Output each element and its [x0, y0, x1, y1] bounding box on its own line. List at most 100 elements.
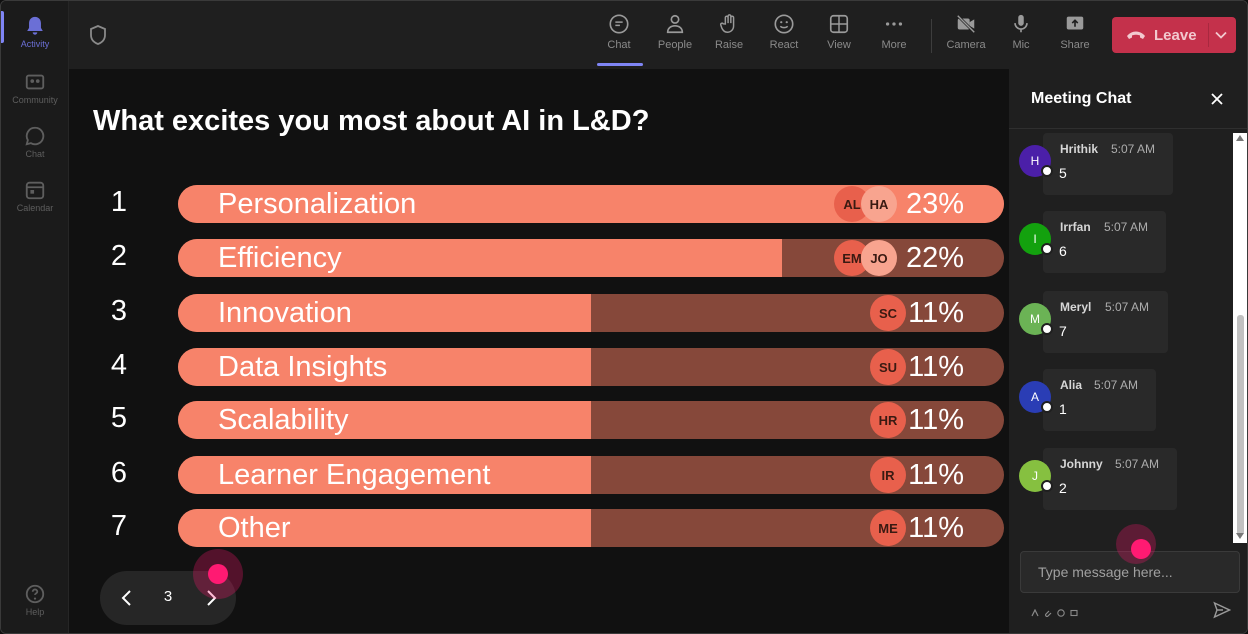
option-label: Scalability	[218, 404, 349, 436]
meeting-chat-panel: Meeting Chat Hrithik 5:07 AM 5 H Irrfan 5:07 …	[1009, 69, 1247, 633]
help-icon	[25, 584, 45, 604]
message-time: 5:07 AM	[1104, 220, 1149, 234]
chat-message-input[interactable]: Type message here...	[1020, 551, 1240, 593]
avatar[interactable]: H	[1019, 145, 1053, 177]
rail-item-community[interactable]: Community	[1, 63, 69, 115]
toolbar-people-button[interactable]: People	[649, 11, 701, 63]
message-time: 5:07 AM	[1115, 457, 1160, 471]
compose-toolbar	[1031, 604, 1078, 617]
avatar-initial: M	[1030, 312, 1040, 326]
send-icon[interactable]	[1213, 601, 1231, 619]
poll-option-bar[interactable]: Other ME 11%	[178, 509, 1004, 547]
chat-message[interactable]: Hrithik 5:07 AM 5	[1043, 133, 1173, 195]
option-number: 6	[110, 457, 128, 489]
toolbar-react-button[interactable]: React	[758, 11, 810, 63]
scroll-down-icon[interactable]	[1236, 533, 1244, 539]
toolbar-camera-button[interactable]: Camera	[940, 11, 992, 63]
chat-message[interactable]: Meryl 5:07 AM 7	[1043, 291, 1168, 353]
poll-option-bar[interactable]: Personalization AL HA 23%	[178, 185, 1004, 223]
presence-status-icon	[1041, 243, 1053, 255]
avatar[interactable]: A	[1019, 381, 1053, 413]
more-icon	[885, 22, 903, 26]
page-number: 3	[163, 588, 173, 605]
leave-button[interactable]: Leave	[1112, 17, 1236, 53]
message-text: 1	[1059, 401, 1067, 417]
option-number: 4	[110, 349, 128, 381]
attach-icon[interactable]	[1044, 604, 1052, 617]
rail-active-indicator	[1, 11, 4, 43]
chat-scroll-thumb[interactable]	[1237, 315, 1244, 535]
rail-label: Help	[25, 607, 45, 617]
chat-header: Meeting Chat	[1009, 69, 1247, 129]
pointer-highlight	[1116, 524, 1156, 564]
poll-option-bar[interactable]: Innovation SC 11%	[178, 294, 1004, 332]
share-icon	[1066, 16, 1084, 30]
chat-message[interactable]: Johnny 5:07 AM 2	[1043, 448, 1177, 510]
camera-off-icon	[956, 14, 976, 34]
option-label: Learner Engagement	[218, 459, 491, 491]
gif-icon[interactable]	[1070, 604, 1078, 617]
poll-option-bar[interactable]: Scalability HR 11%	[178, 401, 1004, 439]
option-fill	[178, 456, 591, 494]
poll-option-bar[interactable]: Efficiency EM JO 22%	[178, 239, 1004, 277]
poll-question: What excites you most about AI in L&D?	[93, 105, 650, 137]
chevron-down-icon[interactable]	[1214, 28, 1228, 42]
react-icon	[774, 14, 794, 34]
chat-message[interactable]: Irrfan 5:07 AM 6	[1043, 211, 1166, 273]
raise-hand-icon	[720, 14, 735, 33]
avatar-initial: H	[1030, 154, 1040, 168]
rail-item-calendar[interactable]: Calendar	[1, 171, 69, 223]
option-label: Other	[218, 512, 291, 544]
rail-label: Chat	[25, 149, 45, 159]
chat-title: Meeting Chat	[1031, 90, 1132, 107]
chat-message[interactable]: Alia 5:07 AM 1	[1043, 369, 1156, 431]
pointer-highlight	[193, 549, 243, 599]
toolbar-mic-button[interactable]: Mic	[995, 11, 1047, 63]
option-fill	[178, 509, 591, 547]
hang-up-icon	[1127, 31, 1145, 39]
shield-icon[interactable]	[89, 25, 107, 45]
people-icon	[666, 14, 684, 34]
message-time: 5:07 AM	[1111, 142, 1156, 156]
chevron-right-icon[interactable]	[200, 587, 222, 609]
avatar[interactable]: I	[1019, 223, 1053, 255]
mic-icon	[1014, 14, 1028, 33]
chevron-left-icon[interactable]	[116, 587, 138, 609]
option-fill	[178, 294, 591, 332]
toolbar-share-button[interactable]: Share	[1049, 11, 1101, 63]
presence-status-icon	[1041, 165, 1053, 177]
poll-stage: What excites you most about AI in L&D? 1…	[69, 69, 1009, 633]
toolbar-label: View	[827, 39, 851, 51]
voter-avatar: SC	[870, 295, 906, 331]
poll-option-bar[interactable]: Data Insights SU 11%	[178, 348, 1004, 386]
rail-label: Calendar	[16, 203, 54, 213]
toolbar-view-button[interactable]: View	[813, 11, 865, 63]
message-author: Alia	[1060, 378, 1083, 392]
message-author: Hrithik	[1060, 142, 1099, 156]
avatar[interactable]: M	[1019, 303, 1053, 335]
rail-item-activity[interactable]: Activity	[1, 7, 69, 59]
close-icon[interactable]	[1209, 91, 1225, 107]
toolbar-label: Raise	[714, 39, 744, 51]
chat-bubble-icon	[609, 14, 629, 34]
rail-item-chat[interactable]: Chat	[1, 117, 69, 169]
rail-item-help[interactable]: Help	[1, 575, 69, 627]
toolbar-raise-button[interactable]: Raise	[703, 11, 755, 63]
toolbar-chat-button[interactable]: Chat	[593, 11, 645, 63]
message-text: 7	[1059, 323, 1067, 339]
poll-option-bar[interactable]: Learner Engagement IR 11%	[178, 456, 1004, 494]
option-percentage: 23%	[905, 188, 964, 220]
toolbar-more-button[interactable]: More	[868, 11, 920, 63]
format-icon[interactable]	[1031, 604, 1039, 617]
avatar[interactable]: J	[1019, 460, 1053, 492]
toolbar-label: Chat	[607, 39, 631, 51]
presence-status-icon	[1041, 480, 1053, 492]
avatar-initial: A	[1030, 390, 1039, 404]
voter-avatar: SU	[870, 349, 906, 385]
option-label: Personalization	[218, 188, 417, 220]
calendar-icon	[25, 181, 45, 200]
emoji-icon[interactable]	[1057, 604, 1065, 617]
rail-label: Activity	[20, 39, 50, 49]
scroll-up-icon[interactable]	[1236, 135, 1244, 141]
